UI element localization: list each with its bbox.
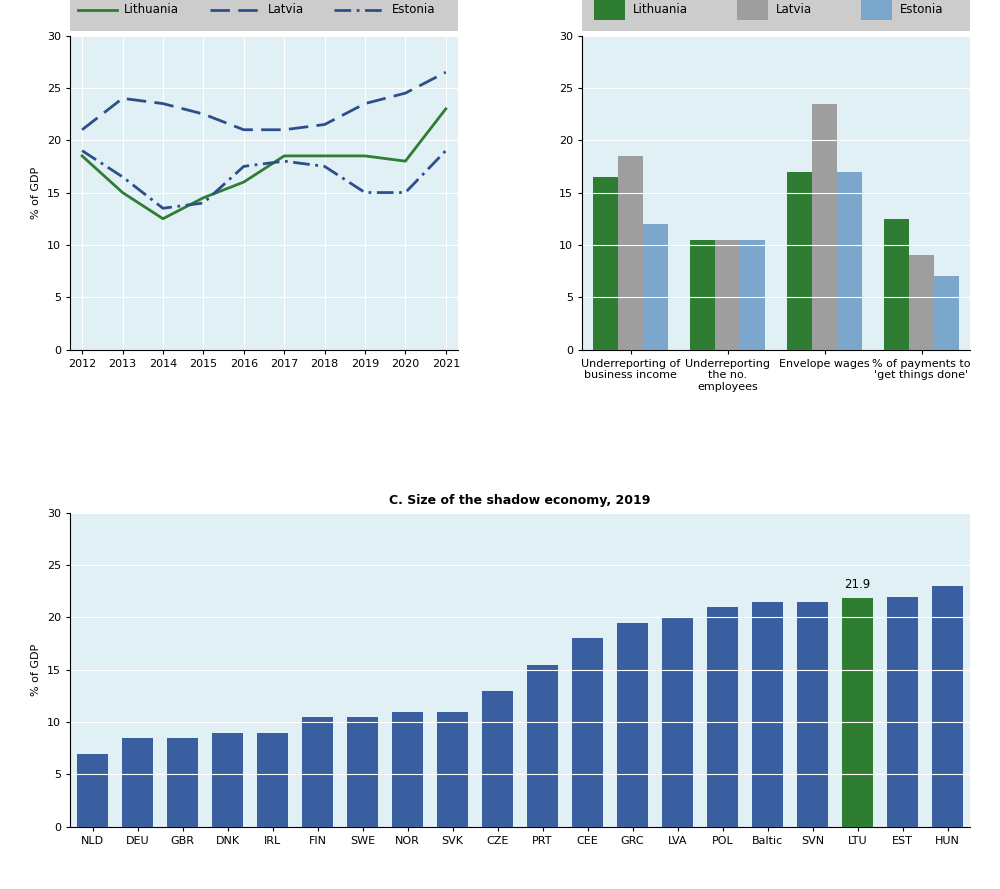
Bar bbox=[932, 586, 963, 827]
Bar bbox=[643, 224, 668, 349]
Bar bbox=[527, 665, 558, 827]
Y-axis label: % of GDP: % of GDP bbox=[31, 644, 41, 696]
Text: Latvia: Latvia bbox=[776, 4, 812, 16]
Bar bbox=[617, 622, 648, 827]
Bar bbox=[572, 638, 603, 827]
Text: Lithuania: Lithuania bbox=[632, 4, 687, 16]
Bar bbox=[837, 172, 862, 349]
Bar bbox=[167, 738, 198, 827]
Bar bbox=[437, 712, 468, 827]
Bar bbox=[257, 733, 288, 827]
Bar bbox=[884, 219, 909, 349]
Bar bbox=[690, 240, 715, 349]
Text: Latvia: Latvia bbox=[268, 4, 304, 16]
Bar bbox=[787, 172, 812, 349]
Bar bbox=[812, 104, 837, 349]
Text: Estonia: Estonia bbox=[900, 4, 944, 16]
Bar bbox=[797, 602, 828, 827]
Bar bbox=[347, 717, 378, 827]
Text: Lithuania: Lithuania bbox=[124, 4, 179, 16]
Bar bbox=[482, 691, 513, 827]
Bar bbox=[593, 177, 618, 349]
Bar bbox=[740, 240, 765, 349]
Bar bbox=[212, 733, 243, 827]
Bar bbox=[887, 597, 918, 827]
Bar bbox=[122, 738, 153, 827]
Bar bbox=[715, 240, 740, 349]
Y-axis label: % of GDP: % of GDP bbox=[31, 166, 41, 219]
Bar bbox=[842, 597, 873, 827]
Bar bbox=[77, 754, 108, 827]
Bar bbox=[752, 602, 783, 827]
FancyBboxPatch shape bbox=[861, 0, 892, 20]
Title: C. Size of the shadow economy, 2019: C. Size of the shadow economy, 2019 bbox=[389, 494, 651, 508]
Bar bbox=[618, 156, 643, 349]
FancyBboxPatch shape bbox=[737, 0, 768, 20]
FancyBboxPatch shape bbox=[594, 0, 625, 20]
Bar bbox=[707, 607, 738, 827]
Bar bbox=[392, 712, 423, 827]
Bar bbox=[909, 255, 934, 349]
Text: 21.9: 21.9 bbox=[844, 578, 871, 591]
Bar bbox=[662, 618, 693, 827]
Text: Income
underreporting: Income underreporting bbox=[582, 0, 661, 20]
Text: Estonia: Estonia bbox=[392, 4, 435, 16]
Bar bbox=[302, 717, 333, 827]
Bar bbox=[934, 276, 959, 349]
